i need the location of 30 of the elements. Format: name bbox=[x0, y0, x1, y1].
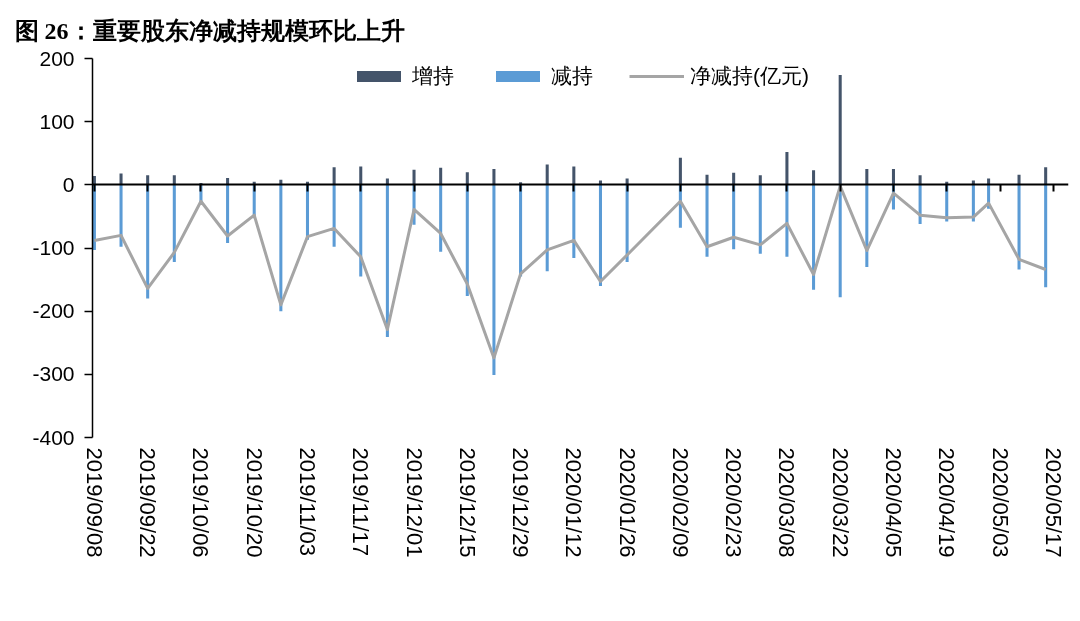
x-tick-label: 2019/11/03 bbox=[294, 447, 320, 556]
x-tick-label: 2020/03/22 bbox=[827, 447, 853, 558]
y-tick-label: 100 bbox=[39, 109, 75, 133]
y-tick-label: 200 bbox=[39, 46, 75, 70]
y-tick-label: 0 bbox=[62, 172, 75, 196]
x-tick-label: 2019/09/08 bbox=[81, 447, 107, 558]
x-tick-label: 2020/02/09 bbox=[667, 447, 693, 558]
legend-label: 减持 bbox=[551, 63, 593, 89]
x-tick-label: 2020/05/17 bbox=[1040, 447, 1066, 558]
x-tick-label: 2020/02/23 bbox=[721, 447, 747, 558]
x-tick-label: 2020/05/03 bbox=[987, 447, 1013, 558]
x-tick-label: 2019/09/22 bbox=[135, 447, 161, 558]
legend-label: 净减持(亿元) bbox=[690, 63, 809, 89]
x-tick-label: 2020/01/26 bbox=[614, 447, 640, 558]
x-tick-label: 2019/12/29 bbox=[508, 447, 534, 558]
x-tick-label: 2020/03/08 bbox=[774, 447, 800, 558]
x-tick-label: 2020/04/05 bbox=[880, 447, 906, 558]
y-tick-label: -200 bbox=[32, 299, 75, 323]
y-tick-label: -100 bbox=[32, 236, 75, 259]
x-tick-label: 2020/01/12 bbox=[561, 447, 587, 558]
x-tick-label: 2019/10/06 bbox=[188, 447, 214, 558]
x-tick-label: 2019/11/17 bbox=[348, 447, 374, 556]
x-tick-label: 2019/12/01 bbox=[401, 447, 427, 558]
chart-title: 图 26：重要股东净减持规模环比上升 bbox=[14, 17, 405, 44]
y-tick-label: -400 bbox=[32, 425, 75, 449]
y-tick-label: -300 bbox=[32, 362, 75, 386]
x-tick-label: 2019/10/20 bbox=[241, 447, 267, 558]
legend-label: 增持 bbox=[412, 63, 454, 89]
x-tick-label: 2020/04/19 bbox=[934, 447, 960, 558]
x-tick-label: 2019/12/15 bbox=[454, 447, 480, 558]
